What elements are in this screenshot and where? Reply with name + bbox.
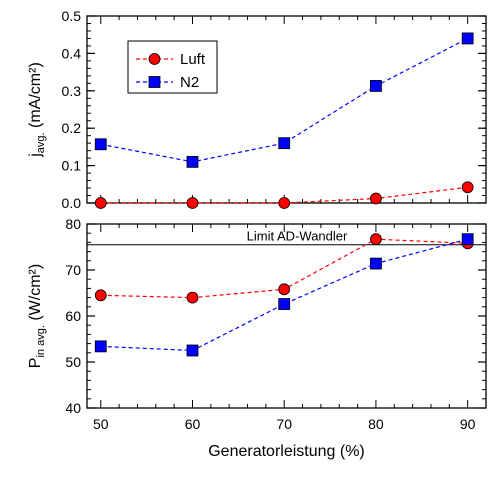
- x-axis-label: Generatorleistung (%): [208, 443, 365, 460]
- top-panel-marker-n2: [278, 137, 291, 150]
- top-panel-marker-n2: [186, 155, 199, 168]
- bottom-panel-y-tick-label: 60: [65, 308, 81, 324]
- bottom-panel-marker-luft: [278, 283, 291, 296]
- top-panel-y-tick-label: 0.0: [62, 195, 82, 211]
- bottom-panel-marker-n2: [186, 344, 199, 357]
- bottom-panel-marker-luft: [186, 291, 199, 304]
- x-tick-label: 50: [93, 416, 109, 432]
- legend-label-luft: Luft: [180, 51, 206, 68]
- top-panel-marker-n2: [370, 80, 382, 92]
- top-panel-marker-luft: [370, 192, 382, 205]
- bottom-panel-marker-n2: [461, 233, 474, 246]
- top-panel-marker-luft: [278, 197, 291, 209]
- legend-label-n2: N2: [180, 74, 199, 91]
- legend: Luft N2: [127, 40, 218, 94]
- bottom-panel-y-axis-label: Pin avg. (W/cm²): [27, 264, 47, 368]
- legend-marker-luft: [148, 53, 161, 65]
- bottom-panel-y-tick-label: 80: [65, 216, 81, 232]
- bottom-panel: 40 50 60 70 80 50 60 70 80 90 Limit AD-Wandler Pin …: [27, 216, 487, 460]
- top-panel-marker-n2: [461, 32, 474, 45]
- bottom-panel-marker-luft: [94, 289, 107, 302]
- top-panel: 0.0 0.1 0.2 0.3 0.4 0.5 javg. (mA/cm²) Luft N2: [27, 8, 487, 211]
- top-panel-y-tick-label: 0.3: [62, 83, 82, 99]
- x-tick-label: 60: [185, 416, 201, 432]
- top-panel-y-axis-label: javg. (mA/cm²): [27, 62, 47, 158]
- top-panel-marker-luft: [94, 197, 107, 209]
- top-panel-marker-luft: [186, 197, 199, 209]
- bottom-panel-y-tick-label: 70: [65, 262, 81, 278]
- bottom-panel-y-tick-label: 40: [65, 400, 81, 416]
- top-panel-y-tick-label: 0.5: [62, 8, 82, 24]
- bottom-panel-marker-n2: [278, 298, 291, 310]
- top-panel-y-tick-label: 0.1: [62, 158, 82, 174]
- bottom-panel-marker-n2: [94, 340, 107, 353]
- top-panel-line-n2: [100, 37, 468, 163]
- legend-box: [127, 40, 218, 94]
- top-panel-marker-n2: [94, 138, 107, 151]
- x-tick-label: 70: [276, 416, 292, 432]
- bottom-panel-y-tick-label: 50: [65, 354, 81, 370]
- x-tick-label: 80: [368, 416, 384, 432]
- bottom-panel-marker-luft: [370, 233, 382, 246]
- limit-label: Limit AD-Wandler: [247, 229, 348, 244]
- top-panel-y-tick-label: 0.2: [62, 120, 82, 136]
- top-panel-marker-luft: [461, 181, 474, 194]
- x-tick-label: 90: [460, 416, 476, 432]
- top-panel-y-tick-label: 0.4: [62, 45, 82, 61]
- bottom-panel-frame: [86, 223, 487, 409]
- legend-marker-n2: [148, 76, 161, 88]
- bottom-panel-marker-n2: [370, 257, 382, 270]
